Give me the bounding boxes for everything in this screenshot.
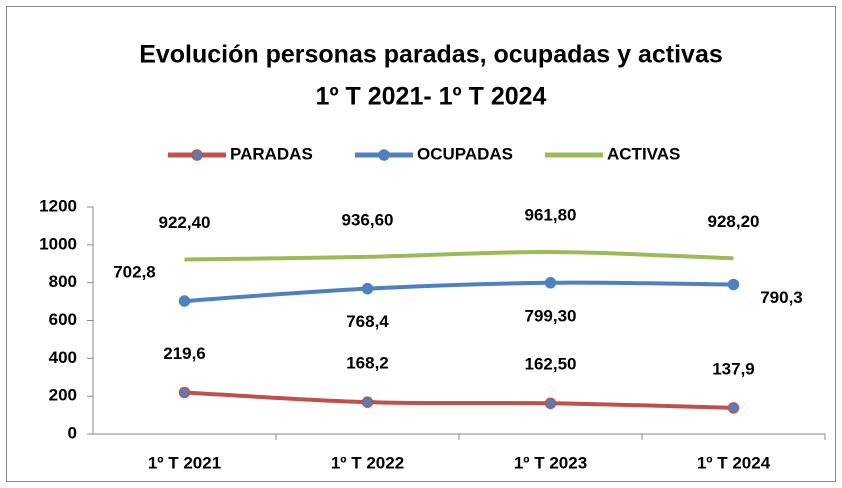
data-label: 162,50 — [525, 355, 577, 374]
y-tick-label: 800 — [49, 272, 77, 291]
x-tick-label: 1º T 2021 — [148, 453, 221, 472]
y-tick-label: 600 — [49, 310, 77, 329]
marker — [178, 386, 191, 399]
legend-label: ACTIVAS — [607, 144, 680, 163]
data-label: 799,30 — [525, 306, 577, 325]
data-label: 137,9 — [712, 359, 755, 378]
marker — [544, 397, 557, 410]
y-tick-label: 1200 — [39, 196, 77, 215]
legend-marker — [191, 149, 203, 161]
x-tick-label: 1º T 2024 — [697, 453, 771, 472]
marker — [361, 282, 374, 295]
chart-border — [6, 6, 836, 482]
marker — [361, 396, 374, 408]
data-label: 168,2 — [346, 354, 389, 373]
line — [184, 280, 734, 304]
marker — [178, 295, 191, 307]
data-label: 928,20 — [708, 212, 760, 231]
y-tick-label: 1000 — [39, 234, 77, 253]
chart-title: Evolución personas paradas, ocupadas y a… — [139, 41, 723, 69]
legend-label: PARADAS — [230, 144, 313, 163]
y-tick-label: 200 — [49, 386, 77, 405]
marker — [727, 402, 740, 414]
y-tick-label: 0 — [68, 423, 77, 442]
marker — [544, 277, 557, 289]
data-label: 922,40 — [159, 213, 211, 232]
y-tick-label: 400 — [49, 348, 77, 367]
line — [184, 390, 734, 410]
chart-title: 1º T 2021- 1º T 2024 — [316, 83, 547, 111]
data-label: 219,6 — [163, 344, 206, 363]
data-label: 936,60 — [342, 210, 394, 229]
x-tick-label: 1º T 2023 — [514, 453, 587, 472]
data-label: 702,8 — [113, 263, 156, 282]
line — [184, 250, 734, 262]
data-label: 768,4 — [346, 312, 389, 331]
data-label: 961,80 — [525, 206, 577, 225]
x-tick-label: 1º T 2022 — [331, 453, 404, 472]
marker — [727, 278, 740, 291]
legend-label: OCUPADAS — [417, 144, 513, 163]
legend-marker — [378, 149, 390, 161]
data-label: 790,3 — [760, 288, 803, 307]
